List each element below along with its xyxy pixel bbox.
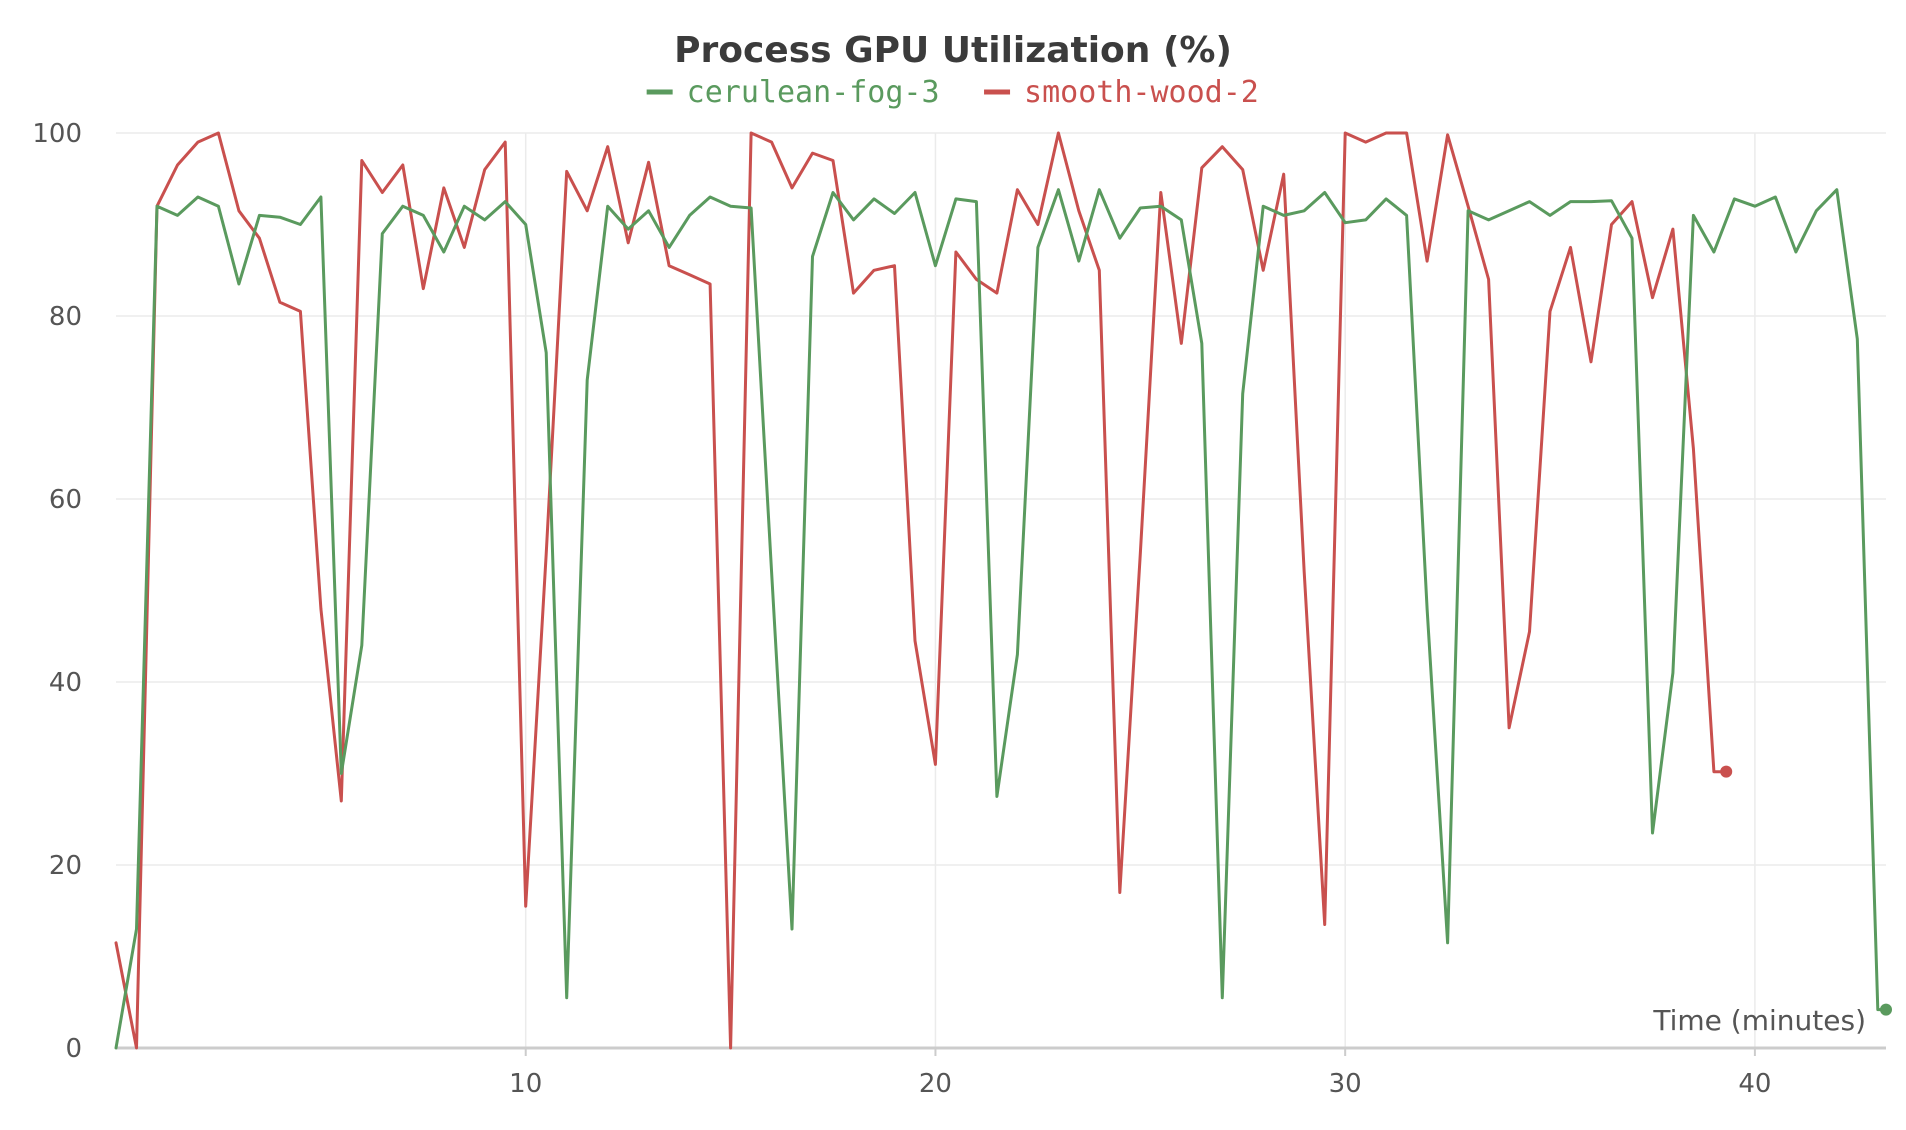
- x-tick-label: 30: [1329, 1069, 1362, 1099]
- y-tick-label: 0: [65, 1034, 82, 1064]
- legend-label: smooth-wood-2: [1024, 75, 1259, 110]
- x-tick-label: 20: [919, 1069, 952, 1099]
- series-end-marker: [1720, 765, 1733, 778]
- series-cerulean-fog-3: [114, 188, 1892, 1050]
- legend-item-smooth-wood-2[interactable]: smooth-wood-2: [984, 75, 1259, 110]
- y-tick-label: 20: [49, 851, 82, 881]
- series-line: [114, 188, 1888, 1050]
- y-tick-label: 100: [32, 119, 82, 149]
- y-tick-label: 40: [49, 668, 82, 698]
- legend: cerulean-fog-3 smooth-wood-2: [646, 75, 1259, 110]
- series-end-marker: [1880, 1003, 1892, 1016]
- y-tick-label: 80: [49, 302, 82, 332]
- x-tick-label: 40: [1738, 1069, 1771, 1099]
- x-axis-title: Time (minutes): [1652, 1004, 1866, 1037]
- axes: 0 20 40 60 80 100 10 20 30 40: [32, 119, 1886, 1099]
- legend-item-cerulean-fog-3[interactable]: cerulean-fog-3: [646, 75, 940, 110]
- gridlines: [116, 132, 1886, 1048]
- x-tick-label: 10: [509, 1069, 542, 1099]
- chart-title: Process GPU Utilization (%): [674, 30, 1232, 71]
- series-layer: [114, 131, 1892, 1050]
- series-line: [114, 131, 1728, 1050]
- legend-label: cerulean-fog-3: [687, 75, 940, 110]
- y-tick-label: 60: [49, 485, 82, 515]
- series-smooth-wood-2: [114, 131, 1733, 1050]
